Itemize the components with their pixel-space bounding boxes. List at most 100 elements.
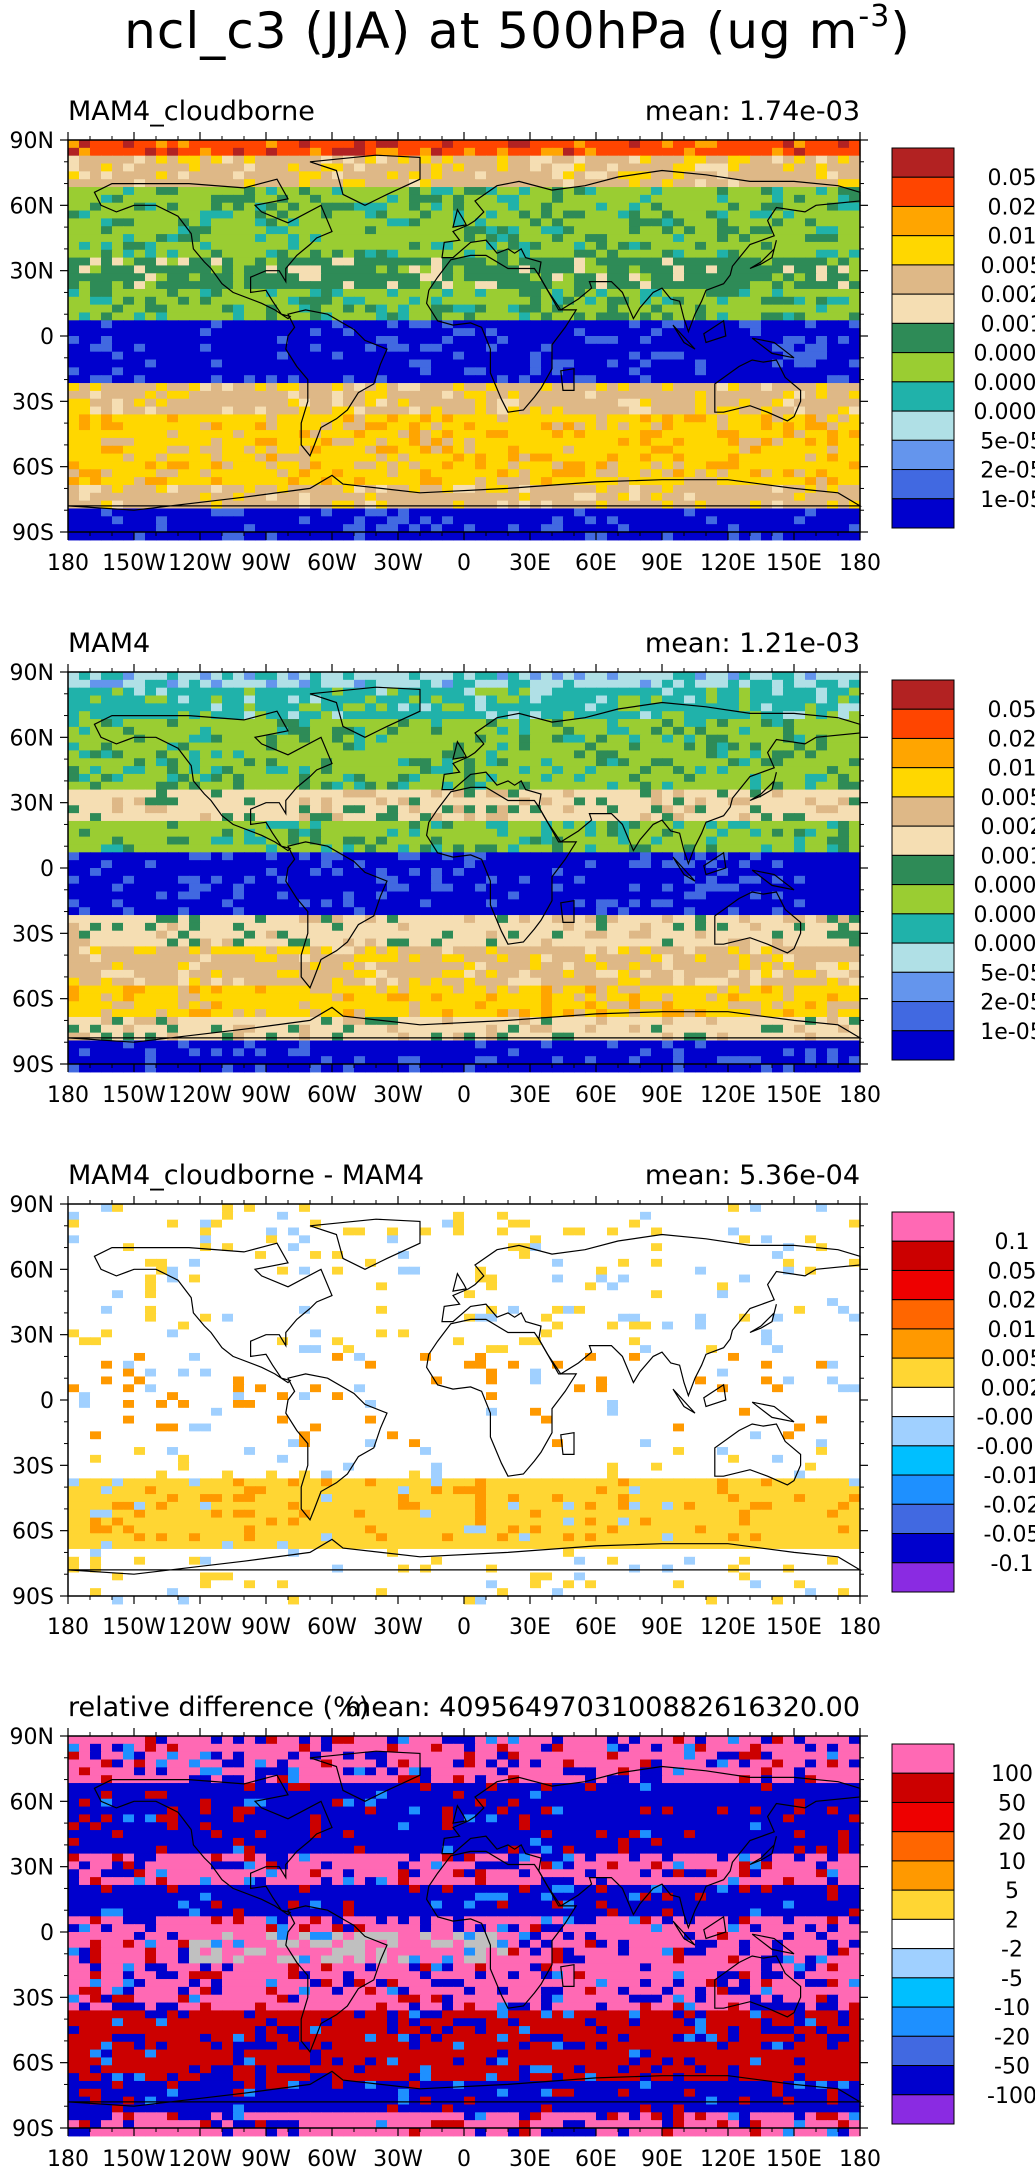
contour-cell [651, 257, 663, 267]
contour-cell [178, 257, 190, 267]
contour-cell [145, 375, 157, 384]
contour-cell [673, 257, 685, 267]
contour-cell [398, 414, 410, 423]
contour-cell [233, 273, 245, 282]
contour-cell [508, 390, 520, 400]
contour-cell [475, 328, 487, 337]
contour-cell [431, 477, 443, 486]
contour-cell [497, 687, 509, 697]
contour-cell [750, 140, 762, 149]
contour-cell [222, 766, 234, 775]
contour-cell [123, 726, 135, 736]
contour-cell [816, 781, 828, 791]
contour-cell [332, 163, 344, 172]
contour-cell [552, 453, 564, 463]
contour-cell [772, 140, 784, 149]
contour-cell [112, 789, 124, 799]
contour-cell [68, 194, 80, 204]
contour-cell [453, 445, 465, 455]
contour-cell [530, 226, 542, 235]
contour-cell [508, 500, 520, 510]
contour-cell [673, 445, 685, 455]
contour-cell [112, 367, 124, 376]
contour-cell [354, 414, 366, 423]
contour-cell [816, 484, 828, 494]
contour-cell [772, 492, 784, 502]
contour-cell [596, 343, 608, 353]
contour-cell [409, 288, 421, 298]
contour-cell [288, 147, 300, 157]
contour-cell [508, 469, 520, 478]
contour-cell [772, 524, 784, 533]
contour-cell [541, 351, 553, 361]
contour-cell [376, 742, 388, 751]
contour-cell [618, 398, 630, 408]
contour-cell [673, 414, 685, 423]
contour-cell [442, 155, 454, 165]
contour-cell [431, 328, 443, 337]
contour-cell [662, 406, 674, 415]
contour-cell [530, 328, 542, 337]
contour-cell [607, 390, 619, 400]
contour-cell [211, 726, 223, 736]
contour-cell [453, 265, 465, 274]
contour-cell [222, 524, 234, 533]
contour-cell [827, 179, 839, 188]
contour-cell [321, 383, 333, 392]
figure-title-exponent: -3 [858, 0, 891, 35]
contour-cell [387, 532, 399, 541]
contour-cell [200, 789, 212, 799]
contour-cell [519, 226, 531, 235]
contour-cell [79, 430, 91, 439]
contour-cell [442, 469, 454, 478]
contour-cell [299, 422, 311, 431]
contour-cell [816, 422, 828, 431]
contour-cell [123, 492, 135, 502]
contour-cell [772, 147, 784, 157]
contour-cell [387, 406, 399, 415]
contour-cell [794, 343, 806, 353]
contour-cell [156, 257, 168, 267]
contour-cell [464, 461, 476, 470]
contour-cell [805, 781, 817, 791]
contour-cell [717, 406, 729, 415]
contour-cell [838, 257, 850, 267]
contour-cell [497, 218, 509, 227]
contour-cell [189, 484, 201, 494]
contour-cell [211, 265, 223, 274]
contour-cell [387, 758, 399, 767]
contour-cell [123, 375, 135, 384]
contour-cell [310, 304, 322, 314]
contour-cell [376, 273, 388, 282]
contour-cell [90, 171, 102, 180]
contour-cell [442, 257, 454, 267]
contour-cell [442, 679, 454, 689]
contour-cell [849, 140, 861, 149]
contour-cell [585, 500, 597, 510]
contour-cell [486, 375, 498, 384]
contour-cell [629, 484, 641, 494]
contour-cell [717, 469, 729, 478]
contour-cell [167, 147, 179, 157]
contour-cell [255, 265, 267, 274]
contour-cell [299, 163, 311, 172]
contour-cell [101, 726, 113, 736]
contour-cell [497, 758, 509, 767]
contour-cell [178, 304, 190, 314]
contour-cell [794, 202, 806, 212]
contour-cell [607, 687, 619, 697]
contour-cell [376, 516, 388, 525]
contour-cell [563, 179, 575, 188]
contour-cell [651, 508, 663, 517]
contour-cell [387, 296, 399, 306]
contour-cell [321, 273, 333, 282]
contour-cell [717, 296, 729, 306]
contour-cell [805, 375, 817, 384]
contour-cell [321, 140, 333, 149]
contour-cell [332, 383, 344, 392]
contour-cell [167, 524, 179, 533]
contour-cell [134, 742, 146, 751]
contour-cell [409, 766, 421, 775]
contour-cell [431, 726, 443, 736]
contour-cell [387, 312, 399, 321]
